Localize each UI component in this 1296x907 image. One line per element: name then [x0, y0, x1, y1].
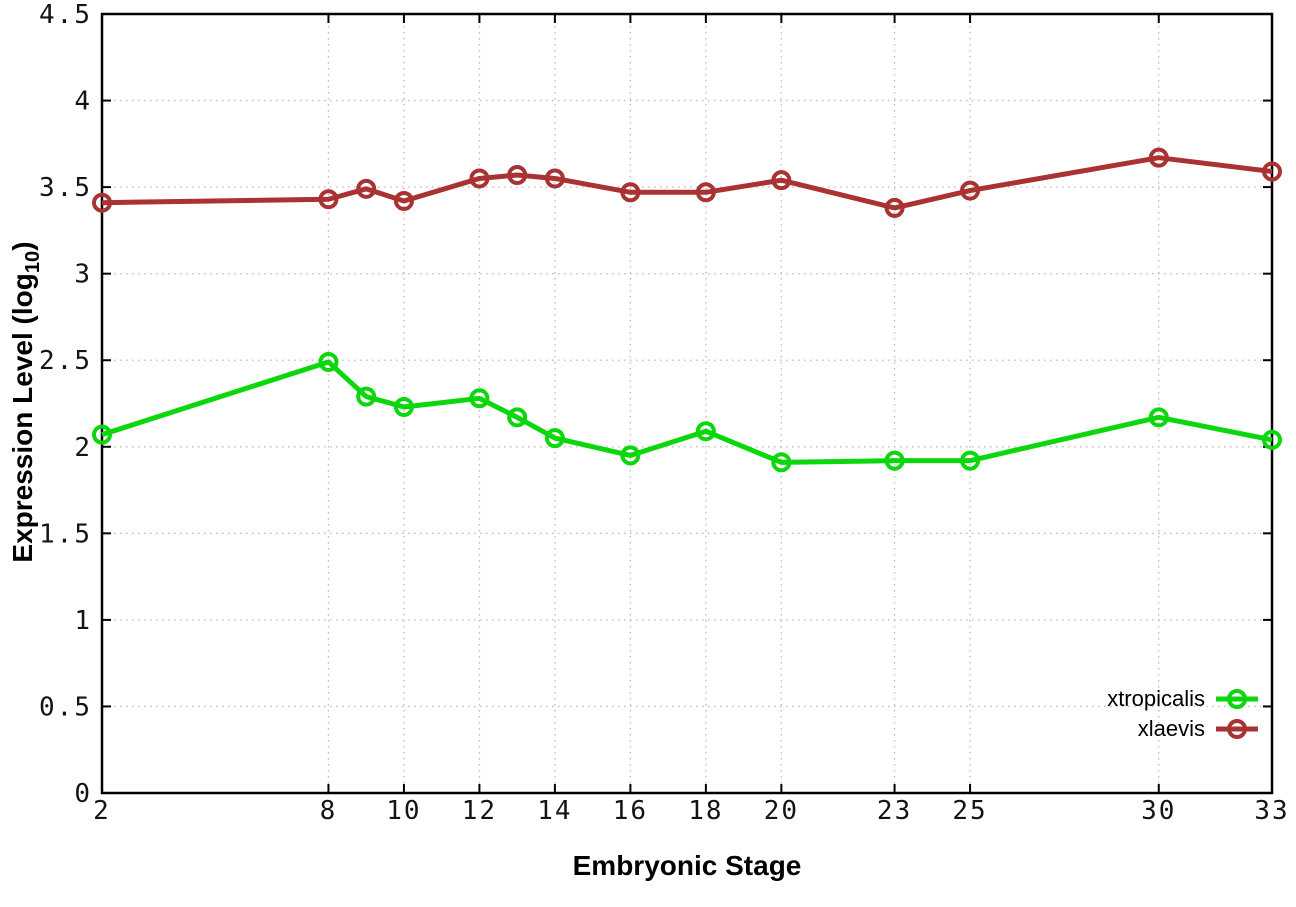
legend: xtropicalis xlaevis: [1107, 686, 1260, 742]
data-point-marker: [393, 396, 414, 417]
series-xlaevis: [92, 147, 1282, 218]
plot-border: [100, 12, 1274, 795]
data-point-marker: [884, 197, 905, 218]
y-tick-label: 3.5: [39, 173, 92, 203]
x-tick-label: 10: [386, 796, 421, 826]
series-xtropicalis: [92, 351, 1282, 473]
data-point-marker: [469, 388, 490, 409]
y-tick-label: 0.5: [39, 692, 92, 722]
x-tick-label: 30: [1141, 796, 1176, 826]
x-axis-title: Embryonic Stage: [572, 850, 802, 881]
data-point-marker: [884, 450, 905, 471]
legend-label: xtropicalis: [1107, 686, 1205, 711]
data-point-marker: [1148, 407, 1169, 428]
data-point-marker: [695, 182, 716, 203]
data-point-marker: [92, 192, 112, 213]
data-point-marker: [960, 450, 981, 471]
data-point-marker: [620, 182, 641, 203]
line-marker-icon: [1216, 719, 1258, 739]
data-point-marker: [92, 424, 112, 445]
data-point-marker: [695, 421, 716, 442]
x-tick-label: 33: [1254, 796, 1289, 826]
legend-label: xlaevis: [1137, 716, 1205, 741]
legend-item-xlaevis: xlaevis: [1138, 716, 1260, 742]
y-tick-label: 3: [74, 260, 92, 290]
data-point-marker: [620, 445, 641, 466]
y-axis-title: Expression Level (log10): [7, 241, 45, 562]
data-point-marker: [356, 386, 377, 407]
data-point-marker: [318, 351, 339, 372]
y-tick-label: 0: [74, 779, 92, 809]
y-tick-labels: 0 0.5 1 1.5 2 2.5 3 3.5 4 4.5: [39, 0, 92, 809]
data-point-marker: [771, 170, 792, 191]
data-point-marker: [507, 164, 528, 185]
y-tick-label: 1: [74, 606, 92, 636]
x-tick-label: 8: [320, 796, 338, 826]
x-tick-label: 18: [688, 796, 723, 826]
y-tick-label: 4.5: [39, 0, 92, 30]
gridlines: [102, 14, 1272, 793]
data-point-marker: [771, 452, 792, 473]
axis-ticks: [101, 13, 1273, 794]
data-point-marker: [544, 428, 565, 449]
data-point-marker: [469, 168, 490, 189]
x-tick-labels: 2 8 10 12 14 16 18 20 23 25 30 33: [93, 796, 1289, 826]
legend-item-xtropicalis: xtropicalis: [1107, 686, 1260, 712]
data-point-marker: [1262, 161, 1282, 182]
y-tick-label: 4: [74, 87, 92, 117]
y-tick-label: 1.5: [39, 519, 92, 549]
x-tick-label: 25: [952, 796, 987, 826]
data-point-marker: [393, 190, 414, 211]
y-tick-label: 2: [74, 433, 92, 463]
line-marker-icon: [1216, 689, 1258, 709]
x-tick-label: 23: [877, 796, 912, 826]
data-point-marker: [960, 180, 981, 201]
data-point-marker: [356, 178, 377, 199]
data-point-marker: [318, 189, 339, 210]
data-point-marker: [544, 168, 565, 189]
x-tick-label: 12: [462, 796, 497, 826]
x-tick-label: 20: [764, 796, 799, 826]
y-axis-title-subscript: 10: [21, 250, 44, 274]
x-tick-label: 2: [93, 796, 111, 826]
y-axis-title-text: Expression Level (log: [7, 273, 39, 563]
y-axis-title-close: ): [7, 241, 39, 251]
y-tick-label: 2.5: [39, 346, 92, 376]
data-point-marker: [1148, 147, 1169, 168]
data-point-marker: [1262, 429, 1282, 450]
series-line: [101, 155, 1273, 211]
x-tick-label: 14: [537, 796, 572, 826]
data-point-marker: [507, 407, 528, 428]
x-tick-label: 16: [613, 796, 648, 826]
